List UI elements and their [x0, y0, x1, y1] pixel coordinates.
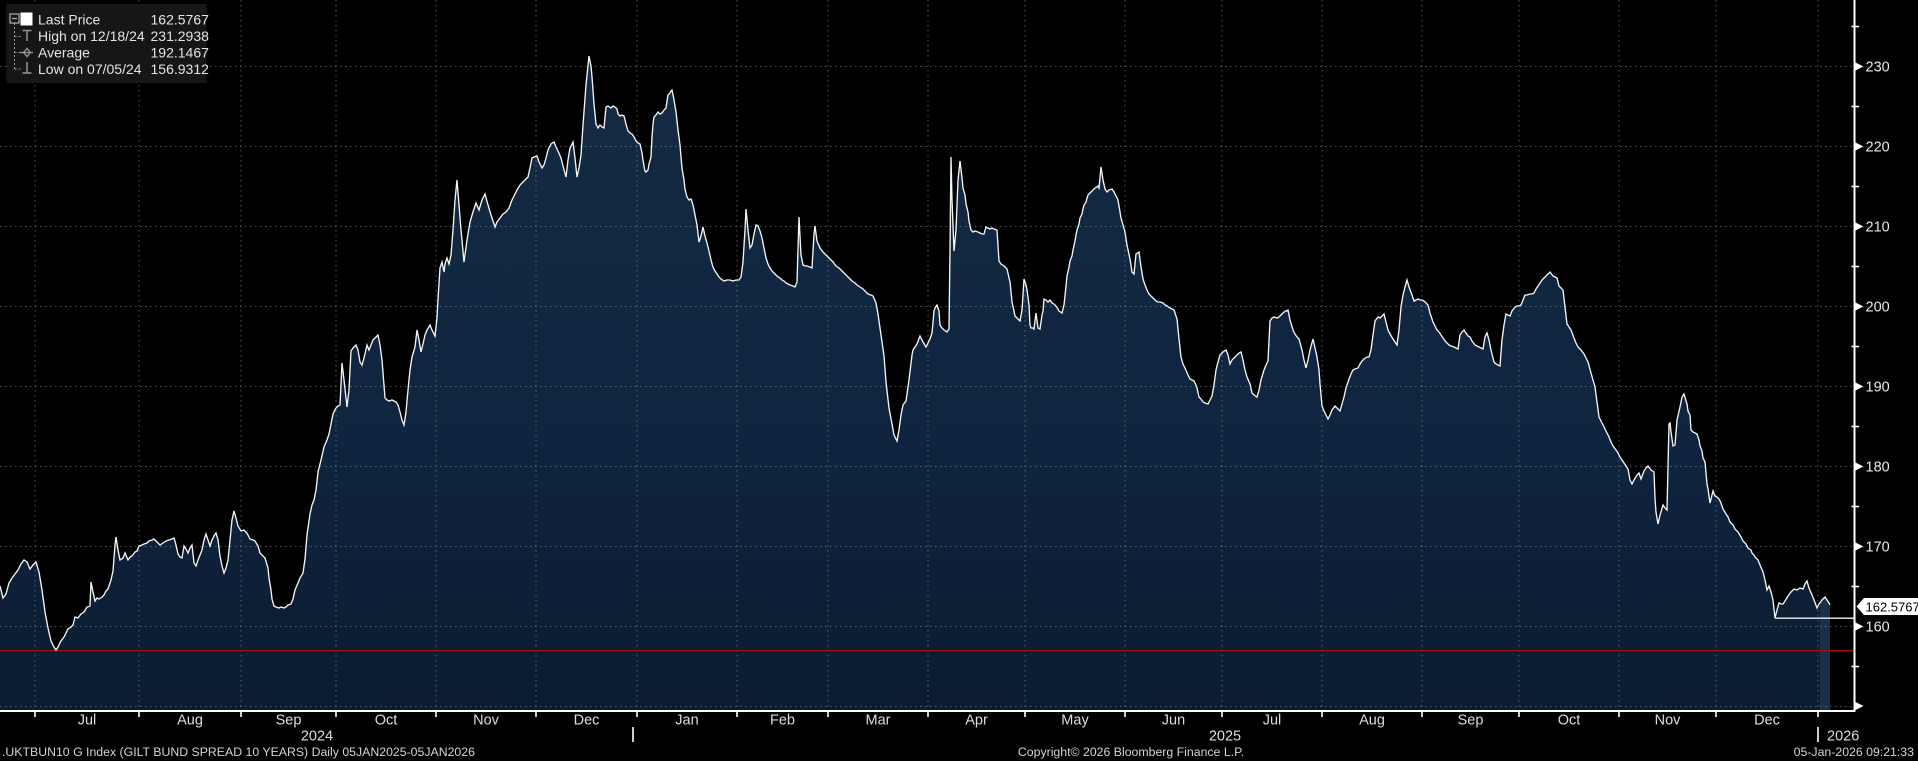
svg-text:Copyright© 2026 Bloomberg Fina: Copyright© 2026 Bloomberg Finance L.P.: [1018, 745, 1244, 759]
svg-text:Jul: Jul: [78, 713, 97, 729]
svg-text:162.5767: 162.5767: [151, 12, 210, 28]
svg-text:Last Price: Last Price: [38, 12, 100, 28]
svg-text:Nov: Nov: [473, 713, 500, 729]
svg-text:170: 170: [1866, 540, 1890, 556]
svg-text:162.5767: 162.5767: [1866, 600, 1918, 615]
svg-text:192.1467: 192.1467: [151, 45, 210, 61]
svg-text:210: 210: [1866, 220, 1890, 236]
svg-text:160: 160: [1866, 620, 1890, 636]
svg-text:Sep: Sep: [276, 713, 302, 729]
svg-text:Jun: Jun: [1162, 713, 1185, 729]
svg-text:230: 230: [1866, 60, 1890, 76]
svg-text:200: 200: [1866, 300, 1890, 316]
svg-text:220: 220: [1866, 140, 1890, 156]
svg-text:Average: Average: [38, 45, 90, 61]
svg-text:Jan: Jan: [675, 713, 698, 729]
svg-text:Oct: Oct: [375, 713, 398, 729]
svg-text:231.2938: 231.2938: [151, 28, 210, 44]
svg-text:Oct: Oct: [1558, 713, 1581, 729]
svg-text:Low on 07/05/24: Low on 07/05/24: [38, 61, 142, 77]
svg-text:190: 190: [1866, 380, 1890, 396]
svg-text:05-Jan-2026 09:21:33: 05-Jan-2026 09:21:33: [1794, 745, 1914, 759]
svg-text:Jul: Jul: [1263, 713, 1282, 729]
svg-text:2024: 2024: [301, 729, 333, 745]
svg-text:Aug: Aug: [177, 713, 203, 729]
svg-text:High on 12/18/24: High on 12/18/24: [38, 28, 145, 44]
svg-text:Aug: Aug: [1359, 713, 1385, 729]
svg-text:May: May: [1061, 713, 1089, 729]
svg-text:Mar: Mar: [866, 713, 891, 729]
svg-text:Nov: Nov: [1655, 713, 1682, 729]
svg-text:2026: 2026: [1827, 729, 1859, 745]
svg-text:2025: 2025: [1209, 729, 1241, 745]
svg-text:Dec: Dec: [574, 713, 600, 729]
svg-text:Apr: Apr: [965, 713, 988, 729]
svg-text:Dec: Dec: [1754, 713, 1780, 729]
svg-text:Sep: Sep: [1458, 713, 1484, 729]
svg-text:Feb: Feb: [770, 713, 795, 729]
svg-text:156.9312: 156.9312: [151, 61, 210, 77]
svg-text:180: 180: [1866, 460, 1890, 476]
svg-text:.UKTBUN10 G Index (GILT BUND S: .UKTBUN10 G Index (GILT BUND SPREAD 10 Y…: [2, 745, 475, 759]
